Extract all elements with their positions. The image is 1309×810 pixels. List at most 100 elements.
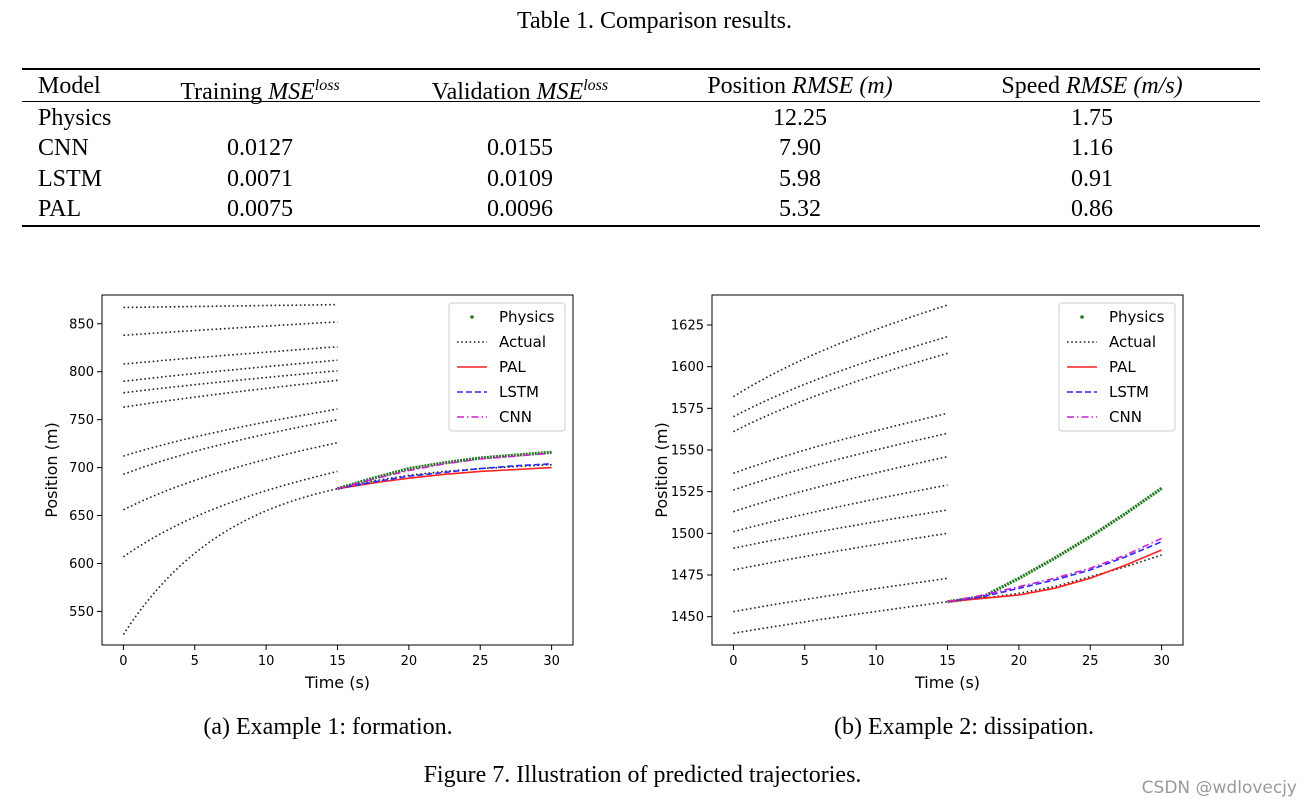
legend-label: CNN — [499, 408, 532, 426]
y-axis-label: Position (m) — [652, 422, 671, 517]
x-tick-label: 20 — [401, 654, 418, 669]
y-tick-label: 1450 — [671, 610, 704, 625]
legend-label: CNN — [1109, 408, 1142, 426]
table-cell: 0.0075 — [227, 196, 293, 222]
history-trajectory — [123, 303, 338, 309]
series-lstm — [337, 463, 552, 490]
header-math: MSE — [536, 79, 584, 105]
x-tick-label: 30 — [543, 654, 560, 669]
legend-box — [448, 302, 566, 432]
table-cell: Physics — [38, 105, 112, 131]
figure-caption: Figure 7. Illustration of predicted traj… — [423, 762, 862, 788]
series-actual — [947, 554, 1162, 603]
history-trajectory — [733, 484, 948, 533]
table-header-cell: Training MSEloss — [180, 71, 339, 107]
x-tick-label: 0 — [729, 654, 737, 669]
table-cell: CNN — [38, 135, 89, 161]
history-trajectory — [733, 509, 948, 550]
history-trajectory — [123, 408, 338, 457]
legend-label: Actual — [499, 333, 546, 351]
header-text: Validation — [431, 79, 537, 105]
y-axis-label: Position (m) — [42, 422, 61, 517]
legend-label: LSTM — [499, 383, 539, 401]
table-cell: 0.0071 — [227, 166, 293, 192]
x-tick-label: 20 — [1011, 654, 1028, 669]
x-tick-label: 0 — [119, 654, 127, 669]
y-tick-label: 800 — [69, 365, 94, 380]
table-header-cell: Speed RMSE (m/s) — [1001, 71, 1182, 101]
history-trajectory — [123, 379, 338, 408]
legend-box — [1058, 302, 1176, 432]
series-pal — [947, 549, 1162, 603]
y-tick-label: 1600 — [671, 360, 704, 375]
header-text: Training — [180, 79, 269, 105]
x-axis-label: Time (s) — [304, 673, 370, 692]
chart-example-1-formation: 0 5 10 15 20 25 30 550 600 650 700 750 800 850 Time (s… — [42, 294, 574, 692]
y-tick-label: 850 — [69, 317, 94, 332]
table-caption: Table 1. Comparison results. — [517, 8, 792, 34]
y-tick-label: 1625 — [671, 319, 704, 334]
table-header-cell: Validation MSEloss — [432, 71, 608, 107]
series-pal — [337, 466, 552, 490]
legend-label: Physics — [1109, 308, 1165, 326]
header-text: Position — [707, 73, 793, 99]
history-trajectory — [123, 346, 338, 365]
history-trajectory — [123, 418, 338, 476]
table-header-rule — [22, 101, 1260, 102]
table-top-rule — [22, 68, 1260, 70]
x-tick-label: 5 — [801, 654, 809, 669]
table-cell: 5.98 — [779, 166, 821, 192]
history-trajectory — [733, 532, 948, 571]
table-cell: LSTM — [38, 166, 103, 192]
legend-label: Physics — [499, 308, 555, 326]
legend-label: Actual — [1109, 333, 1156, 351]
series-cnn — [947, 537, 1162, 603]
subcaption-a: (a) Example 1: formation. — [203, 714, 453, 740]
header-math: MSE — [268, 79, 315, 105]
table-cell: PAL — [38, 196, 82, 222]
history-trajectory — [733, 352, 948, 433]
series-actual — [337, 463, 552, 490]
y-tick-label: 1475 — [671, 569, 704, 584]
table-cell: 0.91 — [1071, 166, 1113, 192]
y-tick-label: 750 — [69, 413, 94, 428]
header-superscript: loss — [314, 77, 340, 94]
x-tick-label: 30 — [1153, 654, 1170, 669]
x-tick-label: 15 — [939, 654, 956, 669]
table-bottom-rule — [22, 225, 1260, 227]
x-tick-label: 5 — [191, 654, 199, 669]
table-cell: 0.0127 — [227, 135, 293, 161]
history-trajectory — [733, 432, 948, 491]
table-cell: 7.90 — [779, 135, 821, 161]
table-cell: 5.32 — [779, 196, 821, 222]
y-tick-label: 1525 — [671, 485, 704, 500]
y-tick-label: 1550 — [671, 444, 704, 459]
legend-label: LSTM — [1109, 383, 1149, 401]
legend-label: PAL — [499, 358, 526, 376]
table-header-cell: Model — [38, 71, 101, 101]
y-tick-label: 550 — [69, 605, 94, 620]
y-tick-label: 650 — [69, 509, 94, 524]
series-physics — [947, 486, 1163, 604]
x-tick-label: 10 — [868, 654, 885, 669]
table-cell: 0.0155 — [487, 135, 553, 161]
header-math: RMSE (m/s) — [1066, 73, 1183, 99]
y-tick-label: 700 — [69, 461, 94, 476]
history-trajectory — [733, 412, 948, 475]
table-cell: 0.0096 — [487, 196, 553, 222]
header-math: RMSE (m) — [792, 73, 893, 99]
table-cell: 0.86 — [1071, 196, 1113, 222]
history-trajectory — [733, 455, 948, 513]
legend-marker-physics — [470, 315, 474, 319]
x-axis-label: Time (s) — [914, 673, 980, 692]
table-cell: 12.25 — [773, 105, 827, 131]
history-trajectory — [733, 600, 948, 635]
legend-marker-physics — [1080, 315, 1084, 319]
history-trajectory — [733, 335, 948, 418]
x-tick-label: 25 — [1082, 654, 1099, 669]
x-tick-label: 15 — [329, 654, 346, 669]
series-lstm — [947, 540, 1162, 603]
header-text: Speed — [1001, 73, 1067, 99]
table-cell: 1.75 — [1071, 105, 1113, 131]
y-tick-label: 600 — [69, 557, 94, 572]
